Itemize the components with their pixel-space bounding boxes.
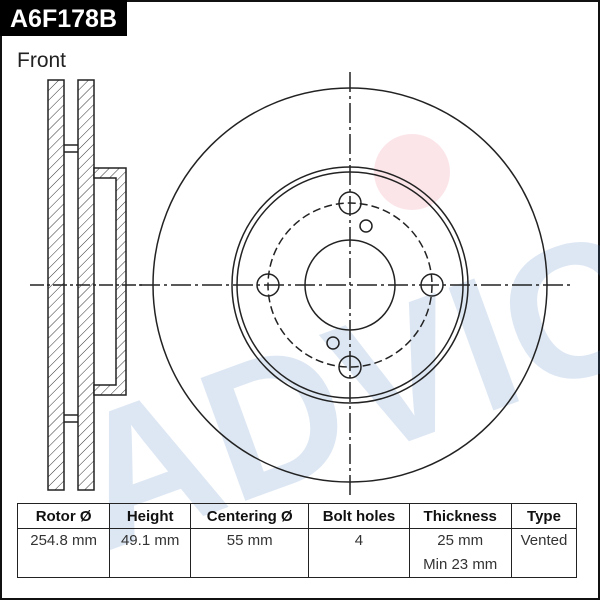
value-centering: 55 mm (190, 528, 310, 578)
value-bolt-holes: 4 (308, 528, 410, 578)
position-label: Front (17, 49, 67, 72)
disc-face (140, 72, 570, 498)
header-centering: Centering Ø (190, 503, 310, 529)
value-rotor: 254.8 mm (16, 528, 111, 578)
value-height: 49.1 mm (109, 528, 192, 578)
part-number: A6F178B (0, 0, 127, 36)
spec-value-row: 254.8 mm 49.1 mm 55 mm 4 25 mm Min 23 mm … (16, 528, 578, 578)
spec-header-row: Rotor Ø Height Centering Ø Bolt holes Th… (16, 503, 578, 529)
thickness-min: Min 23 mm (423, 556, 498, 573)
value-type: Vented (510, 528, 578, 578)
header-rotor: Rotor Ø (16, 503, 111, 529)
cross-section (30, 79, 145, 491)
value-thickness: 25 mm Min 23 mm (408, 528, 512, 578)
header-type: Type (510, 503, 578, 529)
spec-table: Rotor Ø Height Centering Ø Bolt holes Th… (16, 503, 578, 578)
header-bolt-holes: Bolt holes (308, 503, 410, 529)
header-height: Height (109, 503, 192, 529)
thickness-nominal: 25 mm (437, 532, 484, 549)
header-thickness: Thickness (408, 503, 512, 529)
